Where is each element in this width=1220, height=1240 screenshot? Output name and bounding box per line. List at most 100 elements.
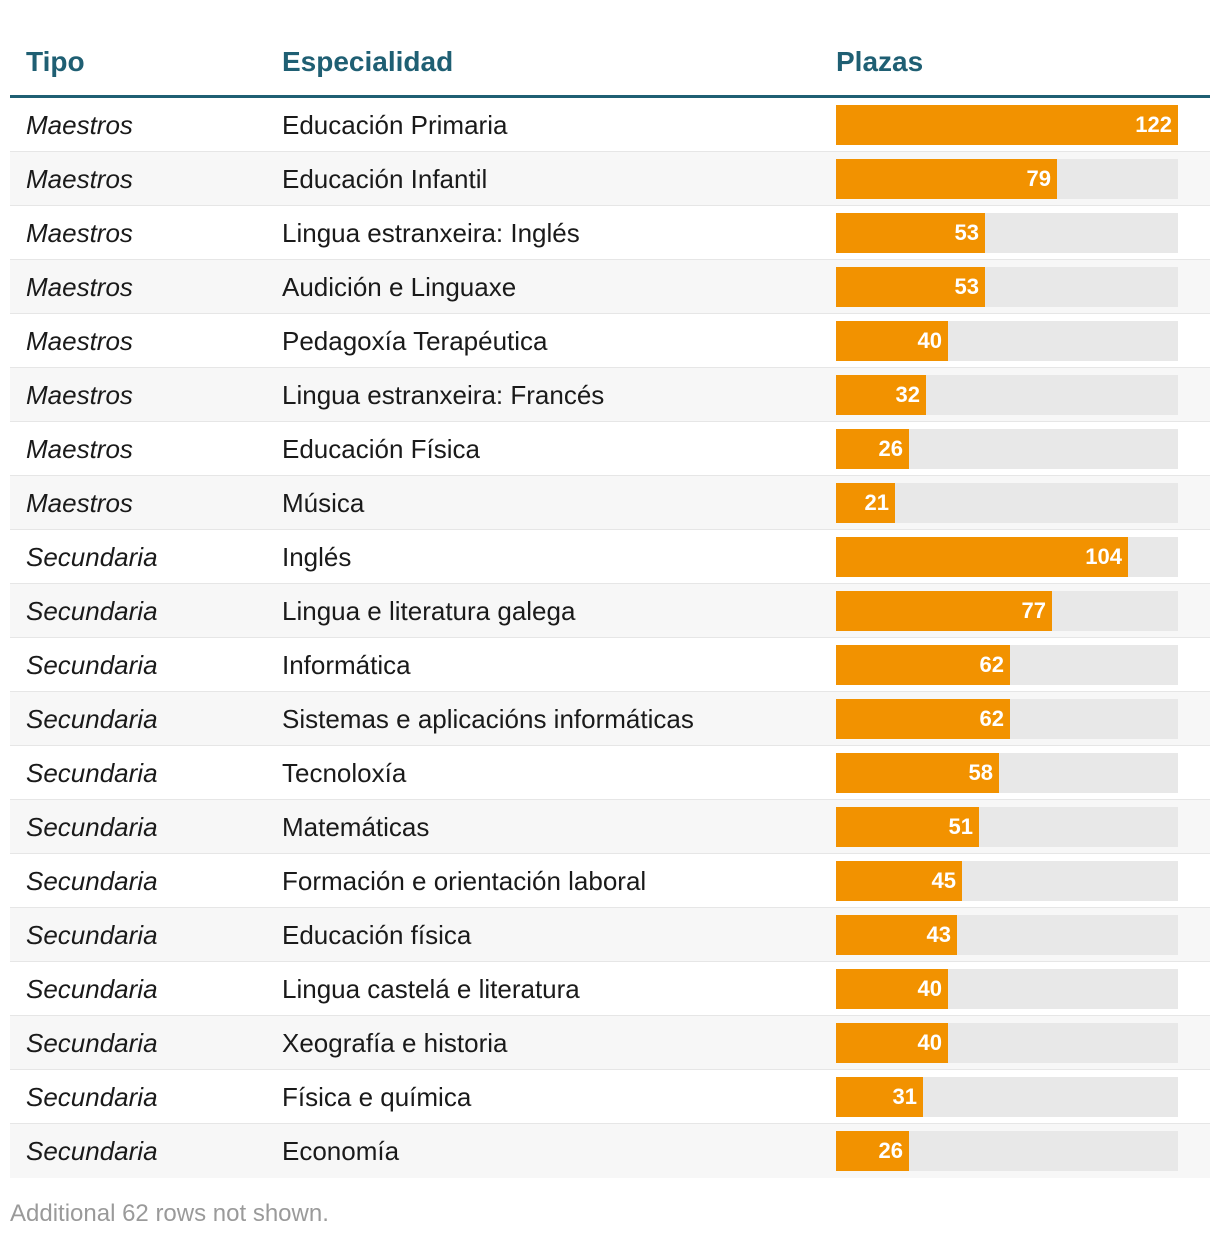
bar-value-label: 79 <box>1026 166 1051 191</box>
cell-tipo: Secundaria <box>26 758 158 788</box>
bar: 58 <box>836 753 999 793</box>
column-header-plazas: Plazas <box>836 46 924 77</box>
bar: 26 <box>836 429 909 469</box>
bar: 51 <box>836 807 979 847</box>
table-row: Maestros Audición e Linguaxe 53 <box>10 260 1210 314</box>
bar-track: 79 <box>836 159 1178 199</box>
bar: 40 <box>836 1023 948 1063</box>
bar-track: 26 <box>836 429 1178 469</box>
cell-tipo: Secundaria <box>26 1028 158 1058</box>
bar-track: 53 <box>836 213 1178 253</box>
table-row: Secundaria Sistemas e aplicacións informá… <box>10 692 1210 746</box>
table-row: Secundaria Lingua e literatura galega 77 <box>10 584 1210 638</box>
bar-value-label: 53 <box>954 220 979 245</box>
cell-especialidad: Educación física <box>282 920 472 950</box>
cell-especialidad: Lingua estranxeira: Inglés <box>282 218 580 248</box>
cell-tipo: Maestros <box>26 380 133 410</box>
cell-especialidad: Xeografía e historia <box>282 1028 508 1058</box>
bar-track: 104 <box>836 537 1178 577</box>
table-row: Maestros Educación Infantil 79 <box>10 152 1210 206</box>
footnote: Additional 62 rows not shown. <box>10 1200 329 1227</box>
cell-especialidad: Lingua estranxeira: Francés <box>282 380 605 410</box>
table-row: Secundaria Física e química 31 <box>10 1070 1210 1124</box>
cell-especialidad: Lingua e literatura galega <box>282 596 576 626</box>
cell-especialidad: Educación Primaria <box>282 110 508 140</box>
bar-value-label: 26 <box>878 436 903 461</box>
bar-track: 21 <box>836 483 1178 523</box>
bar-value-label: 51 <box>948 814 973 839</box>
bar-value-label: 53 <box>954 274 979 299</box>
cell-tipo: Maestros <box>26 218 133 248</box>
table-header: Tipo Especialidad Plazas <box>10 28 1210 98</box>
cell-especialidad: Música <box>282 488 365 518</box>
cell-tipo: Secundaria <box>26 974 158 1004</box>
bar: 21 <box>836 483 895 523</box>
bar-track: 58 <box>836 753 1178 793</box>
cell-tipo: Maestros <box>26 326 133 356</box>
cell-especialidad: Lingua castelá e literatura <box>282 974 580 1004</box>
table-row: Secundaria Matemáticas 51 <box>10 800 1210 854</box>
bar-track: 53 <box>836 267 1178 307</box>
bar-value-label: 32 <box>895 382 920 407</box>
bar-value-label: 43 <box>926 922 951 947</box>
bar-track: 62 <box>836 699 1178 739</box>
bar-track: 26 <box>836 1131 1178 1171</box>
bar: 104 <box>836 537 1128 577</box>
bar: 32 <box>836 375 926 415</box>
cell-tipo: Maestros <box>26 110 133 140</box>
bar: 40 <box>836 321 948 361</box>
bar-value-label: 26 <box>878 1138 903 1163</box>
table-row: Secundaria Xeografía e historia 40 <box>10 1016 1210 1070</box>
bar: 62 <box>836 699 1010 739</box>
bar-track: 77 <box>836 591 1178 631</box>
bar-value-label: 21 <box>864 490 889 515</box>
bar-value-label: 62 <box>979 652 1004 677</box>
cell-especialidad: Inglés <box>282 542 352 572</box>
bar: 62 <box>836 645 1010 685</box>
column-header-especialidad: Especialidad <box>282 46 454 77</box>
bar: 31 <box>836 1077 923 1117</box>
table-row: Maestros Lingua estranxeira: Francés 32 <box>10 368 1210 422</box>
bar-value-label: 45 <box>931 868 956 893</box>
cell-tipo: Secundaria <box>26 866 158 896</box>
cell-especialidad: Tecnoloxía <box>282 758 407 788</box>
cell-tipo: Maestros <box>26 488 133 518</box>
cell-especialidad: Física e química <box>282 1082 472 1112</box>
bar: 122 <box>836 105 1178 145</box>
bar-value-label: 77 <box>1021 598 1046 623</box>
bar-track: 32 <box>836 375 1178 415</box>
cell-tipo: Maestros <box>26 434 133 464</box>
bar-value-label: 104 <box>1085 544 1122 569</box>
cell-tipo: Secundaria <box>26 1082 158 1112</box>
table-row: Maestros Música 21 <box>10 476 1210 530</box>
cell-tipo: Secundaria <box>26 920 158 950</box>
bar: 45 <box>836 861 962 901</box>
bar-value-label: 40 <box>917 1030 942 1055</box>
cell-especialidad: Pedagoxía Terapéutica <box>282 326 548 356</box>
bar: 40 <box>836 969 948 1009</box>
table-row: Secundaria Inglés 104 <box>10 530 1210 584</box>
bar: 53 <box>836 213 985 253</box>
cell-especialidad: Sistemas e aplicacións informáticas <box>282 704 694 734</box>
bar-value-label: 58 <box>968 760 993 785</box>
bar-value-label: 40 <box>917 976 942 1001</box>
bar-track: 45 <box>836 861 1178 901</box>
table-row: Secundaria Lingua castelá e literatura 40 <box>10 962 1210 1016</box>
cell-tipo: Secundaria <box>26 542 158 572</box>
column-header-tipo: Tipo <box>26 46 85 77</box>
cell-tipo: Maestros <box>26 164 133 194</box>
bar-track: 122 <box>836 105 1178 145</box>
cell-especialidad: Matemáticas <box>282 812 430 842</box>
bar: 79 <box>836 159 1057 199</box>
bar-track: 40 <box>836 321 1178 361</box>
table-row: Secundaria Formación e orientación labora… <box>10 854 1210 908</box>
bar-track: 40 <box>836 969 1178 1009</box>
table-row: Secundaria Informática 62 <box>10 638 1210 692</box>
data-table: Tipo Especialidad Plazas Maestros Educaci… <box>10 28 1210 1178</box>
cell-especialidad: Educación Infantil <box>282 164 488 194</box>
cell-tipo: Secundaria <box>26 704 158 734</box>
table-row: Maestros Educación Primaria 122 <box>10 98 1210 152</box>
cell-especialidad: Informática <box>282 650 411 680</box>
bar-value-label: 62 <box>979 706 1004 731</box>
table-row: Maestros Pedagoxía Terapéutica 40 <box>10 314 1210 368</box>
